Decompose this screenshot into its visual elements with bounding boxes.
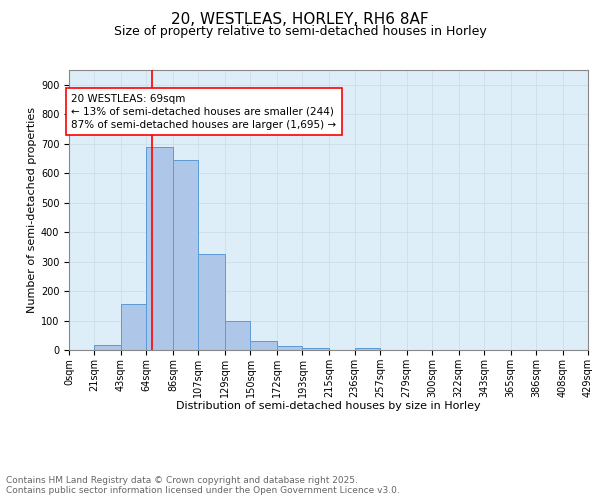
X-axis label: Distribution of semi-detached houses by size in Horley: Distribution of semi-detached houses by … (176, 402, 481, 411)
Bar (225, 320, 250, 350)
Bar (250, 341, 277, 350)
Text: 20 WESTLEAS: 69sqm
← 13% of semi-detached houses are smaller (244)
87% of semi-d: 20 WESTLEAS: 69sqm ← 13% of semi-detache… (71, 94, 337, 130)
Y-axis label: Number of semi-detached properties: Number of semi-detached properties (26, 107, 37, 313)
Bar (199, 254, 225, 350)
Bar (277, 346, 302, 350)
Text: Size of property relative to semi-detached houses in Horley: Size of property relative to semi-detach… (113, 25, 487, 38)
Bar (302, 348, 329, 350)
Bar (173, 160, 199, 350)
Bar (146, 146, 173, 350)
Bar (355, 348, 380, 350)
Text: 20, WESTLEAS, HORLEY, RH6 8AF: 20, WESTLEAS, HORLEY, RH6 8AF (171, 12, 429, 28)
Text: Contains HM Land Registry data © Crown copyright and database right 2025.
Contai: Contains HM Land Registry data © Crown c… (6, 476, 400, 495)
Bar (94, 344, 121, 350)
Bar (121, 304, 146, 350)
